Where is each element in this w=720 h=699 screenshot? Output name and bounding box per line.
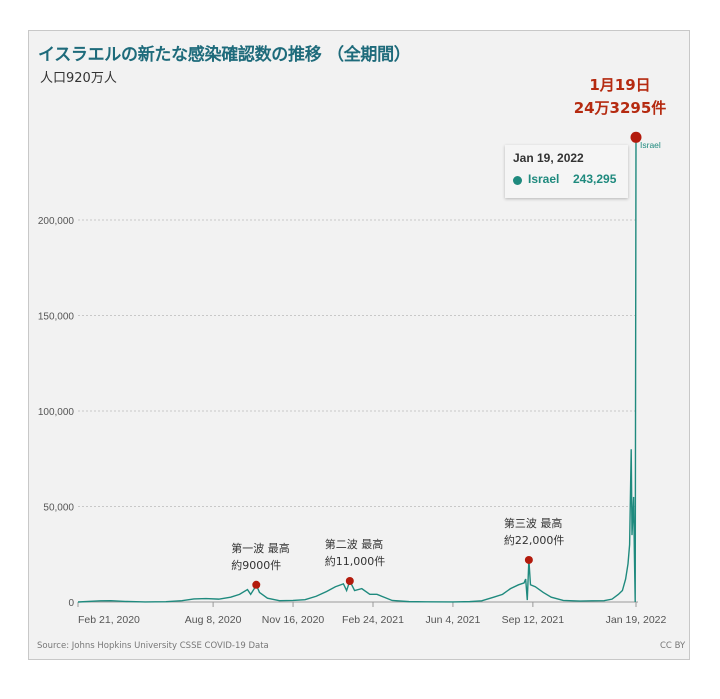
y-tick-label: 200,000	[38, 216, 75, 227]
wave-value: 約22,000件	[503, 533, 565, 547]
wave-value: 約9000件	[231, 558, 282, 572]
peak-marker	[524, 555, 533, 564]
series-dot-icon	[513, 176, 522, 185]
series-line-israel	[77, 137, 637, 603]
x-tick-label: Aug 8, 2020	[185, 614, 242, 626]
peak-marker	[252, 580, 261, 589]
series-label: Israel	[640, 140, 661, 150]
license[interactable]: CC BY	[660, 641, 686, 651]
wave-title: 第二波 最高	[324, 537, 384, 551]
wave-title: 第一波 最高	[231, 541, 290, 555]
peak-marker	[345, 576, 354, 585]
wave-annotation: 第一波 最高 約9000件	[231, 540, 290, 574]
peak-date: 1月19日	[589, 76, 651, 94]
wave-value: 約11,000件	[324, 554, 386, 568]
y-tick-label: 50,000	[43, 503, 74, 514]
wave-annotation: 第三波 最高 約22,000件	[504, 515, 565, 549]
y-tick-label: 100,000	[38, 407, 75, 418]
y-tick-label: 150,000	[38, 312, 75, 323]
tooltip: Jan 19, 2022 Israel 243,295	[505, 145, 628, 198]
x-tick-label: Nov 16, 2020	[262, 614, 325, 626]
tooltip-series: Israel	[528, 172, 560, 186]
x-tick-label: Feb 21, 2020	[78, 614, 140, 626]
wave-annotation: 第二波 最高 約11,000件	[325, 536, 386, 570]
x-tick-label: Feb 24, 2021	[342, 614, 404, 626]
chart-title: イスラエルの新たな感染確認数の推移 （全期間）	[38, 45, 411, 65]
x-tick-label: Sep 12, 2021	[502, 614, 565, 626]
y-tick-label: 0	[68, 598, 74, 609]
x-tick-label: Jun 4, 2021	[425, 614, 480, 626]
peak-annotation: 1月19日 24万3295件	[560, 74, 680, 120]
peak-marker	[630, 131, 642, 143]
chart-frame	[28, 30, 690, 660]
tooltip-date: Jan 19, 2022	[513, 151, 584, 165]
wave-title: 第三波 最高	[503, 516, 563, 530]
x-tick-label: Jan 19, 2022	[606, 614, 667, 626]
source-note: Source: Johns Hopkins University CSSE CO…	[37, 641, 269, 651]
chart-subtitle: 人口920万人	[40, 71, 117, 86]
tooltip-value: 243,295	[573, 172, 617, 186]
peak-value: 24万3295件	[573, 99, 667, 117]
